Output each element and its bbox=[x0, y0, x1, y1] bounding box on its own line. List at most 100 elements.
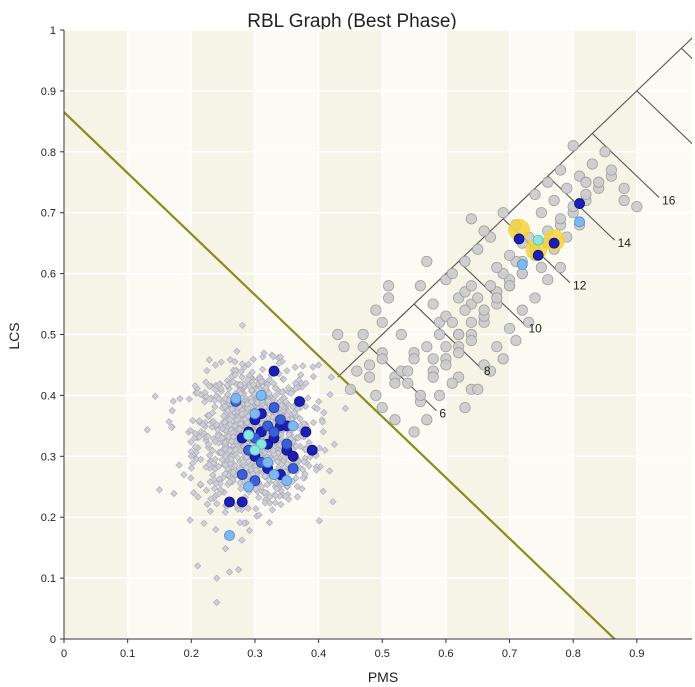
blue-point bbox=[281, 438, 293, 450]
x-tick-label: 0.9 bbox=[629, 648, 644, 660]
decoy-point bbox=[326, 467, 334, 475]
dark-blue-point bbox=[574, 198, 585, 209]
gray-point bbox=[491, 261, 503, 274]
decoy-point bbox=[221, 402, 229, 411]
decoy-point bbox=[202, 378, 210, 386]
decoy-point bbox=[309, 363, 317, 371]
y-tick-label: 0 bbox=[50, 634, 56, 646]
gray-point bbox=[433, 328, 446, 341]
gray-point bbox=[408, 426, 420, 438]
decoy-point bbox=[203, 367, 211, 375]
decoy-point bbox=[292, 474, 300, 482]
gray-point bbox=[554, 213, 567, 225]
decoy-point bbox=[238, 373, 246, 381]
decoy-point bbox=[205, 461, 213, 469]
decoy-point bbox=[231, 371, 239, 379]
gray-point bbox=[599, 146, 611, 158]
decoy-point bbox=[170, 489, 178, 498]
x-tick-label: 0.1 bbox=[120, 648, 135, 660]
decoy-point bbox=[326, 390, 334, 399]
decoy-point bbox=[233, 347, 241, 355]
gray-point bbox=[503, 322, 516, 335]
decoy-point bbox=[205, 451, 214, 459]
y-tick-label: 1 bbox=[50, 25, 56, 37]
gray-point bbox=[459, 304, 471, 316]
gray-point bbox=[618, 194, 630, 207]
decoy-point bbox=[264, 397, 272, 406]
decoy-point bbox=[217, 385, 225, 393]
decoy-point bbox=[265, 389, 273, 397]
decoy-point bbox=[187, 438, 195, 446]
decoy-point bbox=[330, 440, 339, 448]
dark-blue-point bbox=[236, 496, 248, 508]
model-points bbox=[224, 140, 643, 541]
decoy-point bbox=[263, 480, 271, 489]
y-tick-label: 0.9 bbox=[41, 86, 56, 98]
gray-point bbox=[344, 383, 357, 395]
gray-point bbox=[389, 414, 401, 426]
decoy-point bbox=[315, 517, 323, 525]
decoy-point bbox=[208, 423, 216, 431]
decoy-point bbox=[211, 403, 219, 411]
decoy-point bbox=[253, 398, 261, 407]
gray-point bbox=[529, 188, 541, 201]
decoy-point bbox=[187, 464, 196, 472]
iso-line-18 bbox=[636, 90, 692, 145]
gray-point bbox=[357, 341, 369, 353]
decoy-point bbox=[221, 438, 229, 447]
decoy-point bbox=[257, 483, 266, 491]
decoy-point bbox=[187, 474, 195, 482]
decoy-point bbox=[236, 381, 245, 389]
gray-point bbox=[433, 389, 446, 401]
decoy-point bbox=[299, 362, 307, 370]
diagonal-line bbox=[337, 37, 692, 378]
blue-point bbox=[268, 402, 280, 413]
blue-point bbox=[268, 426, 280, 438]
gray-point bbox=[478, 304, 490, 316]
decoy-point bbox=[200, 519, 208, 527]
decoy-point bbox=[191, 443, 199, 451]
decoy-point bbox=[241, 415, 249, 423]
dark-blue-point bbox=[300, 426, 312, 438]
decoy-point bbox=[211, 437, 219, 446]
gray-point bbox=[421, 341, 433, 353]
dark-blue-point bbox=[294, 396, 305, 407]
gray-point bbox=[478, 225, 490, 237]
decoy-point bbox=[226, 459, 235, 468]
decoy-point bbox=[271, 491, 280, 500]
y-tick-label: 0.4 bbox=[41, 390, 56, 402]
decoy-point bbox=[271, 499, 279, 507]
decoy-point bbox=[237, 368, 245, 376]
x-tick-label: 0.6 bbox=[438, 648, 453, 660]
gray-point bbox=[357, 328, 369, 341]
decoy-point bbox=[269, 446, 277, 455]
gray-point bbox=[376, 401, 388, 414]
x-tick-label: 0 bbox=[61, 648, 67, 660]
decoy-point bbox=[304, 394, 312, 402]
decoy-point bbox=[319, 428, 327, 436]
decoy-point bbox=[202, 486, 211, 495]
decoy-point bbox=[258, 365, 267, 374]
decoy-point bbox=[176, 395, 184, 403]
decoy-point bbox=[297, 371, 305, 379]
decoy-point bbox=[284, 384, 293, 392]
decoy-point bbox=[213, 598, 221, 607]
decoy-point bbox=[244, 375, 252, 384]
y-tick-label: 0.1 bbox=[41, 573, 56, 585]
decoy-point bbox=[250, 380, 258, 389]
decoy-point bbox=[155, 486, 164, 494]
decoy-point bbox=[218, 434, 226, 442]
iso-label: 6 bbox=[439, 407, 446, 421]
iso-line-8 bbox=[413, 303, 482, 369]
light-blue-point bbox=[224, 530, 235, 541]
light-blue-point bbox=[516, 259, 528, 270]
decoy-point bbox=[186, 516, 194, 524]
decoy-point bbox=[221, 418, 229, 426]
decoy-point bbox=[300, 419, 308, 428]
decoy-point bbox=[296, 415, 304, 423]
gray-point bbox=[567, 140, 579, 152]
gray-point bbox=[389, 377, 401, 389]
decoy-point bbox=[255, 493, 263, 502]
decoy-point bbox=[255, 511, 263, 519]
